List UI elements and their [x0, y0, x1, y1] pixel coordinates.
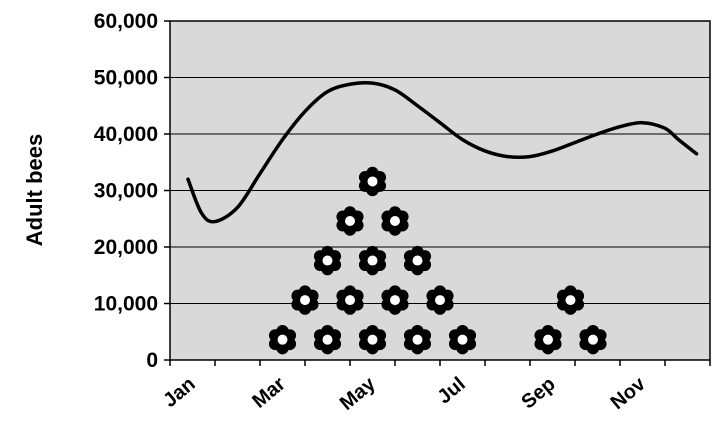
y-tick-labels: 0 10,000 20,000 30,000 40,000 50,000 60,000 [94, 10, 170, 372]
x-tick-label: Jan [159, 373, 200, 412]
x-tick-labels: Jan Mar May Jul Sep Nov [159, 360, 711, 415]
y-tick-label: 30,000 [94, 180, 158, 203]
y-tick-label: 50,000 [94, 67, 158, 90]
y-tick-label: 0 [146, 349, 158, 372]
gridlines [170, 77, 710, 304]
x-tick-label: May [336, 372, 381, 414]
x-tick-label: Mar [248, 373, 290, 413]
y-tick-label: 60,000 [94, 10, 158, 33]
y-tick-label: 10,000 [94, 293, 158, 316]
y-axis-title: Adult bees [22, 134, 47, 246]
x-tick-label: Sep [517, 373, 559, 413]
x-tick-label: Jul [433, 373, 469, 408]
x-tick-label: Nov [607, 372, 651, 414]
y-tick-label: 20,000 [94, 236, 158, 259]
y-tick-label: 40,000 [94, 123, 158, 146]
series-line [186, 80, 699, 224]
